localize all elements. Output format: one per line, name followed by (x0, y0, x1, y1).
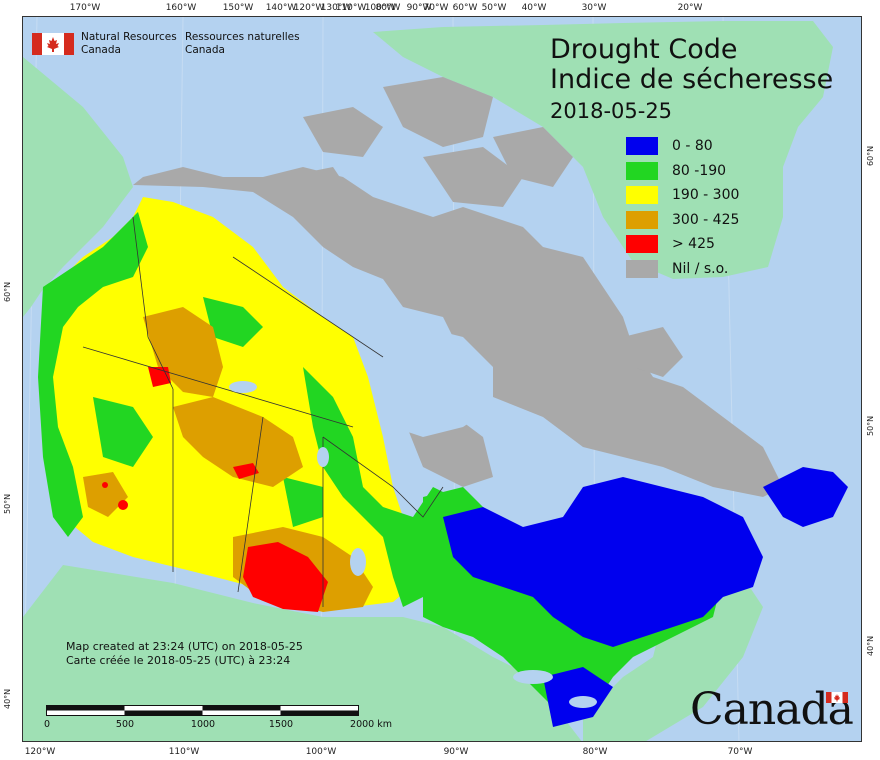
alaska-land (23, 57, 133, 317)
legend-item: 80 -190 (626, 159, 739, 184)
grid-label-top: 170°W (69, 3, 101, 13)
scale-bar (46, 705, 359, 716)
grid-label-top: 90°W (406, 3, 432, 13)
grid-label-right: 50°N (866, 415, 875, 436)
grid-label-right: 60°N (866, 145, 875, 166)
grid-label-bottom: 80°W (582, 747, 608, 757)
grid-label-top: 150°W (222, 3, 254, 13)
legend-label: 190 - 300 (672, 187, 740, 204)
scale-label: 1000 (190, 719, 216, 730)
lakes (229, 381, 597, 708)
legend-label: > 425 (672, 236, 715, 253)
map-frame (22, 16, 862, 742)
legend-label: Nil / s.o. (672, 260, 729, 277)
grid-label-top: 160°W (165, 3, 197, 13)
grid-label-bottom: 90°W (443, 747, 469, 757)
canada-flag-icon (32, 33, 74, 55)
grid-label-top: 80°W (375, 3, 401, 13)
grid-label-bottom: 70°W (727, 747, 753, 757)
grid-label-top: 60°W (452, 3, 478, 13)
province-borders (82, 216, 444, 607)
grid-label-top: 100°W (364, 3, 396, 13)
usa-land (23, 565, 582, 741)
grid-label-bottom: 110°W (168, 747, 200, 757)
legend-swatch (626, 137, 658, 156)
legend-label: 80 -190 (672, 162, 727, 179)
grid-label-top: 110°W (335, 3, 367, 13)
scale-label: 500 (115, 719, 135, 730)
grid-label-top: 30°W (581, 3, 607, 13)
credit-fr: Carte créée le 2018-05-25 (UTC) à 23:24 (66, 654, 291, 667)
legend-item: 300 - 425 (626, 208, 739, 233)
legend-label: 300 - 425 (672, 211, 740, 228)
grid-label-top: 130°W (320, 3, 352, 13)
title-fr: Indice de sécheresse (550, 64, 834, 95)
legend-label: 0 - 80 (672, 138, 713, 155)
grid-label-top: 50°W (481, 3, 507, 13)
map-canvas[interactable] (23, 17, 862, 742)
map-credit: Map created at 23:24 (UTC) on 2018-05-25… (66, 640, 303, 668)
scale-label: 1500 (268, 719, 294, 730)
grid-label-top: 40°W (521, 3, 547, 13)
grid-label-left: 50°N (3, 493, 12, 514)
grid-label-bottom: 100°W (305, 747, 337, 757)
legend-swatch (626, 161, 658, 180)
grid-label-right: 40°N (866, 635, 875, 656)
legend-swatch (626, 235, 658, 254)
drought-zone-0-80-maritimes (763, 467, 848, 527)
grid-label-bottom: 120°W (24, 747, 56, 757)
drought-zone-0-80 (443, 477, 763, 647)
credit-en: Map created at 23:24 (UTC) on 2018-05-25 (66, 640, 303, 653)
legend-swatch (626, 186, 658, 205)
grid-label-top: 70°W (423, 3, 449, 13)
map-title: Drought Code Indice de sécheresse 2018-0… (550, 35, 833, 125)
wordmark-flag-icon (826, 692, 848, 703)
grid-label-top: 120°W (293, 3, 325, 13)
legend: 0 - 80 80 -190 190 - 300 300 - 425 > 425… (626, 134, 739, 281)
scale-label: 0 (43, 719, 51, 730)
legend-swatch (626, 259, 658, 278)
legend-item: Nil / s.o. (626, 257, 739, 282)
map-date: 2018-05-25 (550, 99, 673, 123)
legend-item: 190 - 300 (626, 183, 739, 208)
legend-item: > 425 (626, 232, 739, 257)
legend-swatch (626, 210, 658, 229)
grid-label-left: 40°N (3, 688, 12, 709)
greenland-land (373, 21, 833, 279)
grid-label-top: 140°W (265, 3, 297, 13)
scale-label: 2000 km (350, 719, 392, 730)
usa-northeast-land (583, 577, 763, 741)
agency-name-fr: Ressources naturelles Canada (185, 31, 300, 56)
title-en: Drought Code (550, 34, 738, 65)
agency-name-en: Natural Resources Canada (81, 31, 177, 56)
grid-label-left: 60°N (3, 281, 12, 302)
grid-label-top: 20°W (677, 3, 703, 13)
drought-zone-190-300 (43, 197, 423, 607)
legend-item: 0 - 80 (626, 134, 739, 159)
hudson-bay (373, 327, 493, 437)
